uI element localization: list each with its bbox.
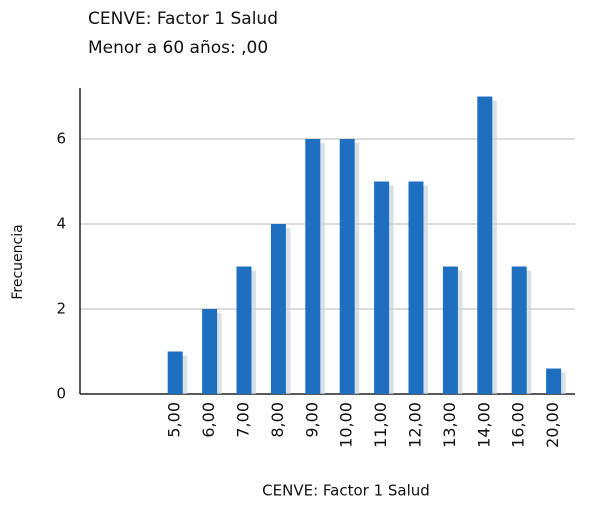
bar (167, 351, 183, 394)
y-tick-label: 0 (56, 385, 66, 403)
bar (374, 181, 390, 394)
x-tick-label: 13,00 (440, 402, 459, 448)
bar (305, 139, 321, 394)
x-tick-label: 6,00 (199, 402, 218, 438)
bar (546, 368, 562, 394)
y-tick-label: 2 (56, 300, 66, 318)
bar (202, 309, 218, 394)
y-tick-label: 6 (56, 130, 66, 148)
bar (339, 139, 355, 394)
x-tick-label: 10,00 (337, 402, 356, 448)
x-tick-label: 12,00 (406, 402, 425, 448)
bar (408, 181, 424, 394)
x-tick-label: 16,00 (509, 402, 528, 448)
x-tick-label: 14,00 (474, 402, 493, 448)
chart-title: CENVE: Factor 1 Salud (88, 9, 278, 29)
bar (442, 266, 458, 394)
x-tick-label: 8,00 (268, 402, 287, 438)
x-tick-label: 11,00 (371, 402, 390, 448)
x-tick-label: 7,00 (234, 402, 253, 438)
bar (236, 266, 252, 394)
bar (477, 96, 493, 394)
x-tick-label: 9,00 (302, 402, 321, 438)
y-tick-label: 4 (56, 215, 66, 233)
x-axis-label: CENVE: Factor 1 Salud (262, 482, 430, 500)
bar (270, 224, 286, 394)
x-tick-label: 20,00 (543, 402, 562, 448)
y-axis-label: Frecuencia (10, 224, 26, 299)
chart-subtitle: Menor a 60 años: ,00 (88, 38, 268, 58)
x-tick-label: 5,00 (165, 402, 184, 438)
bar (511, 266, 527, 394)
